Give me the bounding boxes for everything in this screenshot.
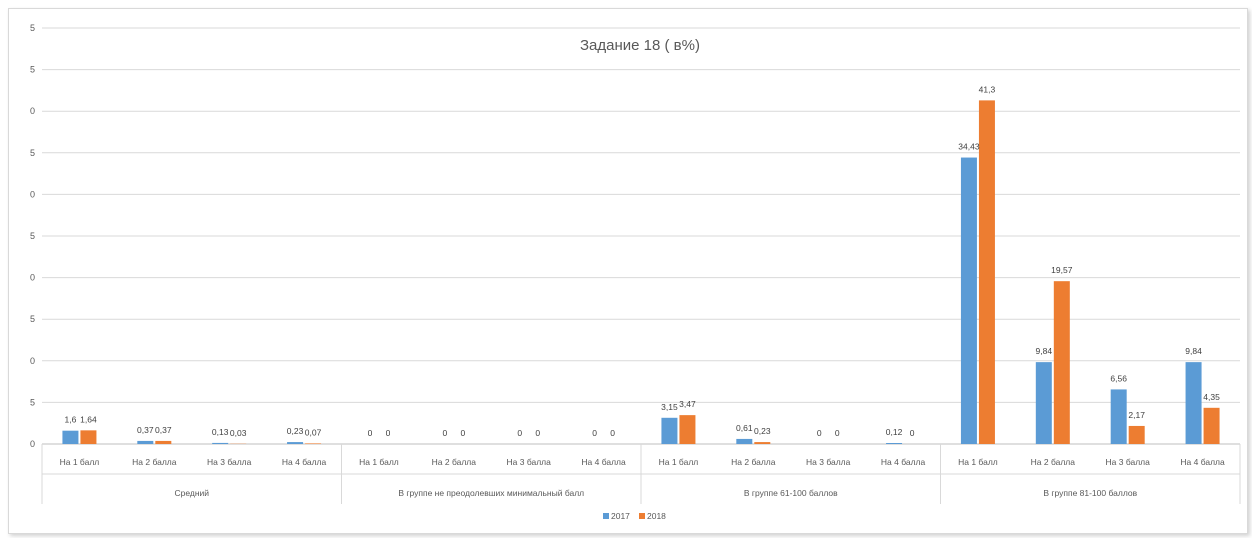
data-label: 1,6 — [65, 415, 77, 425]
category-label: На 4 балла — [881, 457, 926, 467]
data-label: 0 — [517, 428, 522, 438]
data-label: 0 — [817, 428, 822, 438]
data-label: 0,13 — [212, 427, 229, 437]
bar-2017 — [1110, 389, 1127, 444]
y-tick-label: 0 — [30, 439, 35, 449]
category-label: На 4 балла — [581, 457, 626, 467]
data-label: 2,17 — [1128, 410, 1145, 420]
bar-2018 — [754, 442, 771, 444]
category-label: На 4 балла — [1180, 457, 1225, 467]
bar-2018 — [80, 430, 97, 444]
bar-2017 — [62, 430, 79, 444]
category-label: На 3 балла — [1106, 457, 1151, 467]
data-label: 0,03 — [230, 428, 247, 438]
category-label: На 3 балла — [207, 457, 252, 467]
bar-2017 — [960, 157, 977, 444]
y-tick-label: 0 — [30, 356, 35, 366]
category-label: На 1 балл — [359, 457, 399, 467]
chart-title: Задание 18 ( в%) — [580, 37, 700, 54]
data-label: 0 — [442, 428, 447, 438]
bar-2017 — [137, 440, 154, 444]
y-tick-label: 5 — [30, 65, 35, 75]
bar-2018 — [1203, 407, 1220, 444]
category-label: На 2 балла — [1031, 457, 1076, 467]
data-label: 34,43 — [958, 142, 980, 152]
y-tick-label: 0 — [30, 273, 35, 283]
data-label: 0,23 — [754, 426, 771, 436]
data-label: 0 — [610, 428, 615, 438]
category-label: На 2 балла — [132, 457, 177, 467]
data-label: 9,84 — [1036, 346, 1053, 356]
data-label: 0,12 — [886, 427, 903, 437]
category-label: На 2 балла — [432, 457, 477, 467]
y-tick-label: 5 — [30, 397, 35, 407]
bar-2017 — [1035, 362, 1052, 444]
category-label: На 2 балла — [731, 457, 776, 467]
bar-2018 — [1128, 425, 1145, 444]
data-label: 0,37 — [155, 425, 172, 435]
group-label: Средний — [174, 488, 209, 498]
legend-label-2018: 2018 — [647, 511, 666, 521]
data-label: 0 — [386, 428, 391, 438]
data-label: 41,3 — [979, 84, 996, 94]
bar-2017 — [1185, 362, 1202, 444]
y-tick-label: 0 — [30, 189, 35, 199]
category-label: На 1 балл — [60, 457, 100, 467]
bar-2018 — [1053, 281, 1070, 444]
bar-2018 — [978, 100, 995, 444]
bar-2017 — [661, 417, 678, 444]
category-label: На 3 балла — [507, 457, 552, 467]
bar-2018 — [155, 440, 172, 444]
data-label: 9,84 — [1185, 346, 1202, 356]
data-label: 0 — [535, 428, 540, 438]
group-label: В группе не преодолевших минимальный бал… — [398, 488, 584, 498]
data-label: 0 — [835, 428, 840, 438]
bar-2017 — [886, 443, 903, 444]
data-label: 1,64 — [80, 414, 97, 424]
y-tick-label: 5 — [30, 148, 35, 158]
category-label: На 1 балл — [958, 457, 998, 467]
y-tick-label: 5 — [30, 23, 35, 33]
bar-2018 — [305, 443, 322, 444]
group-label: В группе 61-100 баллов — [744, 488, 838, 498]
data-label: 19,57 — [1051, 265, 1073, 275]
bar-2017 — [287, 442, 304, 444]
data-label: 0,07 — [305, 427, 322, 437]
data-label: 0 — [910, 428, 915, 438]
chart-frame — [8, 8, 1248, 534]
data-label: 3,15 — [661, 402, 678, 412]
bar-2017 — [212, 442, 229, 444]
data-label: 6,56 — [1110, 373, 1127, 383]
y-tick-label: 5 — [30, 314, 35, 324]
bar-2017 — [736, 438, 753, 444]
data-label: 0,61 — [736, 423, 753, 433]
data-label: 0 — [368, 428, 373, 438]
legend-label-2017: 2017 — [611, 511, 630, 521]
data-label: 0,37 — [137, 425, 154, 435]
data-label: 0 — [592, 428, 597, 438]
data-label: 0 — [460, 428, 465, 438]
category-label: На 1 балл — [659, 457, 699, 467]
data-label: 4,35 — [1203, 392, 1220, 402]
group-label: В группе 81-100 баллов — [1043, 488, 1137, 498]
bar-2018 — [679, 415, 696, 444]
legend-swatch-2018 — [639, 513, 645, 519]
category-label: На 3 балла — [806, 457, 851, 467]
data-label: 3,47 — [679, 399, 696, 409]
y-tick-label: 0 — [30, 106, 35, 116]
y-tick-label: 5 — [30, 231, 35, 241]
legend-swatch-2017 — [603, 513, 609, 519]
data-label: 0,23 — [287, 426, 304, 436]
category-label: На 4 балла — [282, 457, 327, 467]
